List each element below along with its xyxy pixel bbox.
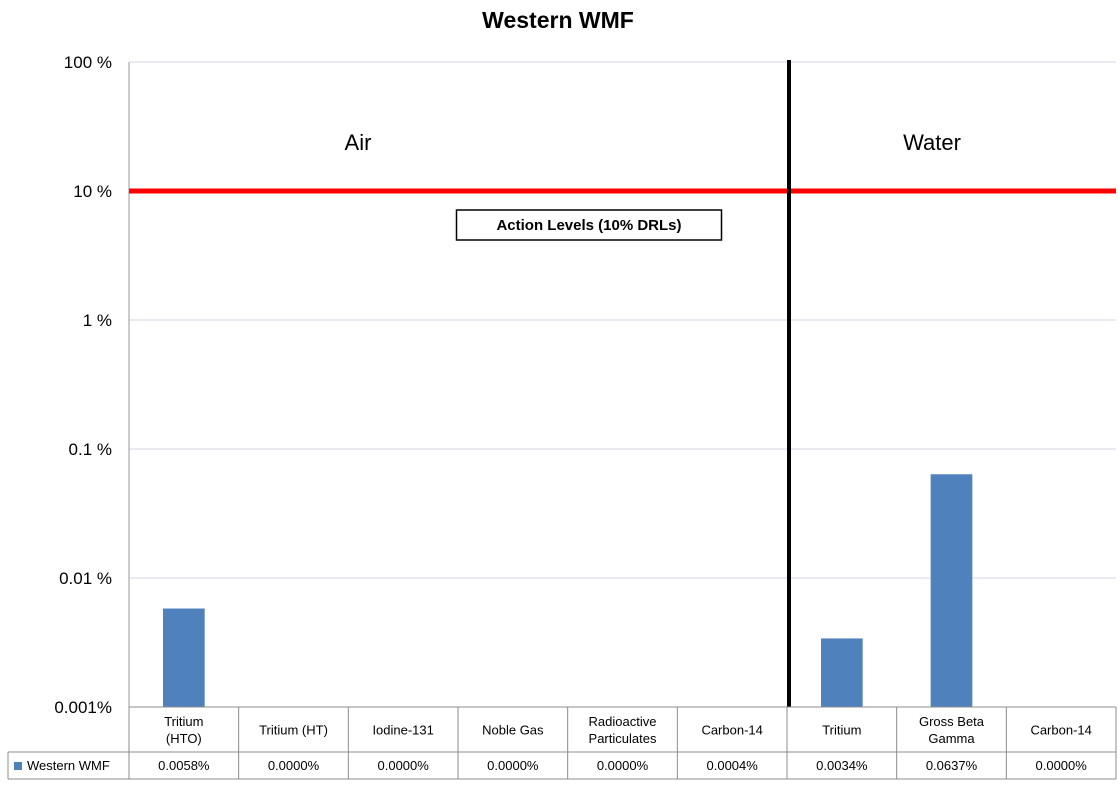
x-tick-label: Particulates	[589, 731, 657, 746]
bar	[162, 608, 205, 707]
x-tick-label: Tritium (HT)	[259, 723, 328, 738]
y-tick-label: 1 %	[83, 311, 112, 330]
y-tick-label: 10 %	[73, 182, 112, 201]
x-tick-label: (HTO)	[166, 731, 202, 746]
data-label: 0.0000%	[268, 758, 320, 773]
region-label: Air	[345, 130, 372, 155]
data-label: 0.0000%	[487, 758, 539, 773]
data-label: 0.0058%	[158, 758, 210, 773]
legend-swatch	[14, 762, 22, 770]
chart-title: Western WMF	[482, 7, 634, 33]
region-label: Water	[903, 130, 961, 155]
y-tick-label: 0.01 %	[59, 569, 112, 588]
bars	[162, 474, 973, 707]
x-tick-label: Gamma	[928, 731, 975, 746]
x-tick-label: Carbon-14	[1030, 723, 1091, 738]
bar	[820, 638, 863, 707]
data-label: 0.0637%	[926, 758, 978, 773]
bar	[930, 474, 973, 707]
x-tick-label: Carbon-14	[701, 723, 762, 738]
data-label: 0.0000%	[597, 758, 649, 773]
x-tick-label: Tritium	[822, 723, 861, 738]
y-axis-ticks: 100 % 10 % 1 % 0.1 % 0.01 % 0.001%	[54, 53, 112, 717]
reference-line-label: Action Levels (10% DRLs)	[496, 217, 681, 234]
reference-line-group: Action Levels (10% DRLs)	[129, 188, 1116, 241]
reference-line-label-box	[455, 209, 723, 241]
y-tick-label: 0.1 %	[69, 440, 112, 459]
data-table: Tritium (HTO) Tritium (HT) Iodine-131 Noble …	[7, 706, 1117, 780]
data-label: 0.0000%	[1036, 758, 1088, 773]
x-tick-label: Noble Gas	[482, 723, 544, 738]
data-label: 0.0000%	[378, 758, 430, 773]
x-tick-label: Gross Beta	[919, 714, 985, 729]
y-tick-label: 100 %	[64, 53, 112, 72]
data-label: 0.0004%	[707, 758, 759, 773]
x-tick-label: Radioactive	[589, 714, 657, 729]
y-tick-label: 0.001%	[54, 698, 112, 717]
x-tick-label: Iodine-131	[372, 723, 433, 738]
x-tick-label: Tritium	[164, 714, 203, 729]
legend-label: Western WMF	[27, 758, 110, 773]
regions: Air Water	[345, 60, 961, 707]
data-label: 0.0034%	[816, 758, 868, 773]
